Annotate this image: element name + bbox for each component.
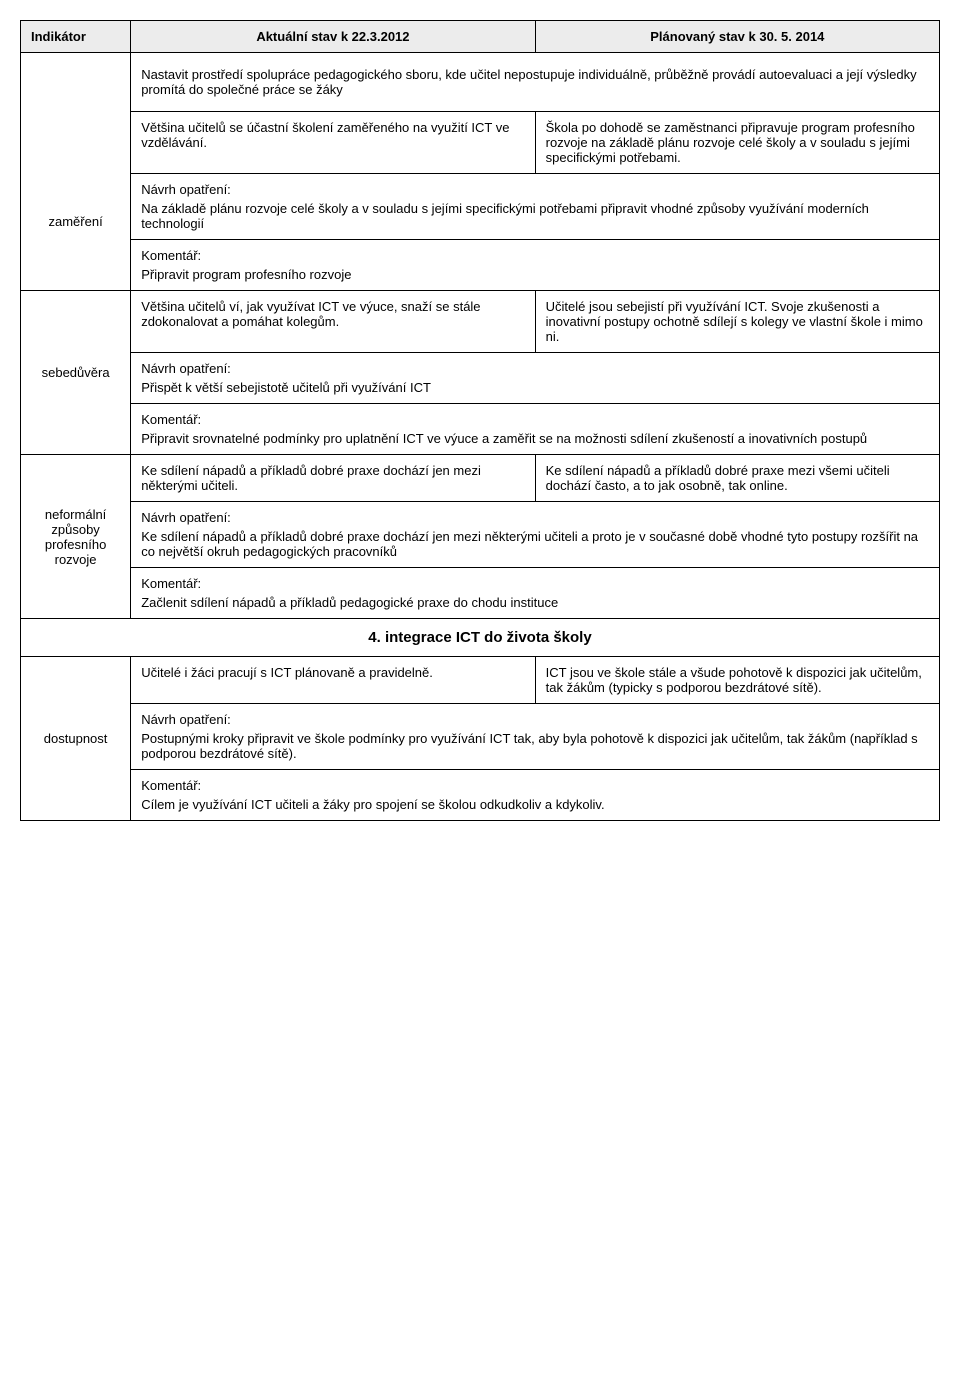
komentar-label-4: Komentář: [141, 778, 929, 793]
neformalni-navrh-cell: Návrh opatření: Ke sdílení nápadů a přík… [131, 502, 940, 568]
neformalni-current: Ke sdílení nápadů a příkladů dobré praxe… [131, 455, 535, 502]
komentar-label-2: Komentář: [141, 412, 929, 427]
navrh-label-2: Návrh opatření: [141, 361, 929, 376]
zamereni-komentar-cell: Komentář: Připravit program profesního r… [131, 240, 940, 291]
sebeduvera-navrh: Přispět k větší sebejistotě učitelů při … [141, 380, 431, 395]
neformalni-komentar: Začlenit sdílení nápadů a příkladů pedag… [141, 595, 558, 610]
zamereni-komentar: Připravit program profesního rozvoje [141, 267, 351, 282]
dostupnost-komentar-cell: Komentář: Cílem je využívání ICT učiteli… [131, 770, 940, 821]
navrh-label: Návrh opatření: [141, 182, 929, 197]
side-dostupnost: dostupnost [21, 657, 131, 821]
header-planned: Plánovaný stav k 30. 5. 2014 [535, 21, 939, 53]
zamereni-navrh: Na základě plánu rozvoje celé školy a v … [141, 201, 869, 231]
neformalni-planned: Ke sdílení nápadů a příkladů dobré praxe… [535, 455, 939, 502]
zamereni-planned: Škola po dohodě se zaměstnanci připravuj… [535, 112, 939, 174]
sebeduvera-navrh-cell: Návrh opatření: Přispět k větší sebejist… [131, 353, 940, 404]
sebeduvera-komentar-cell: Komentář: Připravit srovnatelné podmínky… [131, 404, 940, 455]
dostupnost-navrh-cell: Návrh opatření: Postupnými kroky připrav… [131, 704, 940, 770]
komentar-label-3: Komentář: [141, 576, 929, 591]
navrh-label-4: Návrh opatření: [141, 712, 929, 727]
page-container: Indikátor Aktuální stav k 22.3.2012 Plán… [0, 0, 960, 841]
neformalni-komentar-cell: Komentář: Začlenit sdílení nápadů a přík… [131, 568, 940, 619]
main-table: Indikátor Aktuální stav k 22.3.2012 Plán… [20, 20, 940, 821]
dostupnost-komentar: Cílem je využívání ICT učiteli a žáky pr… [141, 797, 604, 812]
neformalni-navrh: Ke sdílení nápadů a příkladů dobré praxe… [141, 529, 918, 559]
zamereni-current: Většina učitelů se účastní školení zaměř… [131, 112, 535, 174]
header-indicator: Indikátor [21, 21, 131, 53]
sebeduvera-komentar: Připravit srovnatelné podmínky pro uplat… [141, 431, 867, 446]
sebeduvera-planned: Učitelé jsou sebejistí při využívání ICT… [535, 291, 939, 353]
navrh-label-3: Návrh opatření: [141, 510, 929, 525]
sebeduvera-current: Většina učitelů ví, jak využívat ICT ve … [131, 291, 535, 353]
header-current: Aktuální stav k 22.3.2012 [131, 21, 535, 53]
side-sebeduvera: sebedůvěra [21, 291, 131, 455]
intro-text: Nastavit prostředí spolupráce pedagogick… [131, 53, 940, 112]
dostupnost-current: Učitelé i žáci pracují s ICT plánovaně a… [131, 657, 535, 704]
section-4-heading: 4. integrace ICT do života školy [21, 619, 940, 657]
dostupnost-navrh: Postupnými kroky připravit ve škole podm… [141, 731, 917, 761]
zamereni-navrh-cell: Návrh opatření: Na základě plánu rozvoje… [131, 174, 940, 240]
dostupnost-planned: ICT jsou ve škole stále a všude pohotově… [535, 657, 939, 704]
komentar-label: Komentář: [141, 248, 929, 263]
side-zamereni: zaměření [48, 214, 102, 229]
side-neformalni: neformální způsoby profesního rozvoje [21, 455, 131, 619]
